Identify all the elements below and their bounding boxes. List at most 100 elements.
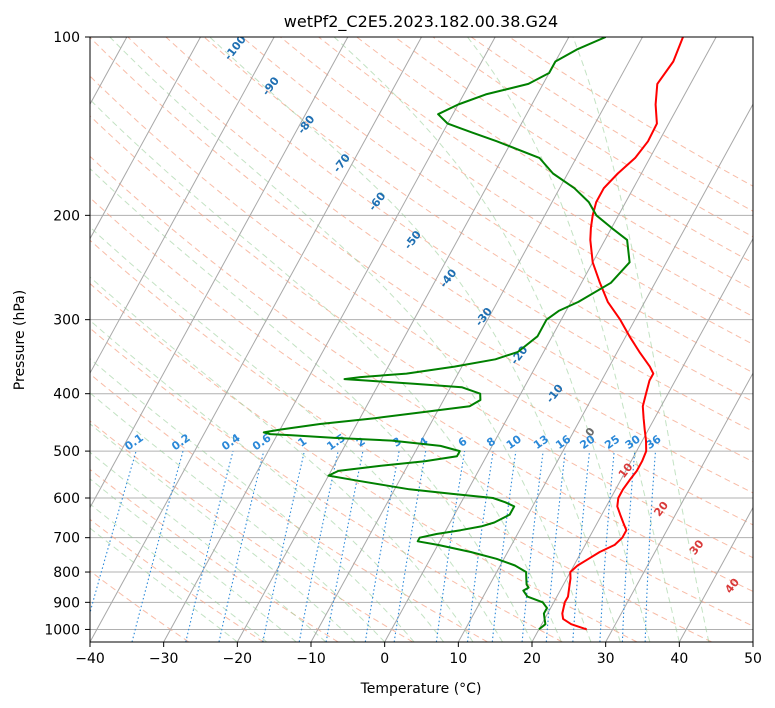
isotherm-label: -40 [437, 266, 460, 290]
mixing-ratio-line [90, 450, 137, 615]
y-tick-label: 100 [53, 30, 80, 46]
y-tick-label: 600 [53, 491, 80, 507]
dry-adiabat [203, 37, 753, 403]
dry-adiabat [90, 570, 190, 642]
mixing-ratio-line [466, 451, 494, 642]
plot-frame [89, 36, 754, 643]
dewpoint-profile-line [262, 37, 631, 631]
isotherm-line [90, 37, 422, 642]
x-tick-label: −10 [296, 651, 326, 667]
moist-adiabat [90, 276, 474, 642]
mixing-ratio-line [435, 451, 466, 642]
x-axis-title: Temperature (°C) [360, 681, 482, 697]
moist-adiabat [90, 358, 415, 642]
isotherm-label: -20 [508, 343, 531, 367]
x-tick-label: 50 [744, 651, 762, 667]
isotherm-line [752, 640, 753, 642]
isotherm-label: 40 [722, 576, 742, 596]
mixing-ratio-label: 0.2 [169, 431, 192, 453]
moist-adiabat [90, 392, 386, 642]
moist-adiabat [90, 478, 297, 642]
isotherms [90, 37, 753, 642]
moist-adiabat [333, 37, 651, 642]
isotherm-line [90, 37, 201, 240]
isotherm-line [457, 103, 753, 642]
isotherm-label: -70 [331, 151, 354, 175]
isotherm-label: -30 [473, 305, 496, 329]
dry-adiabat [90, 115, 753, 559]
dry-adiabat [241, 37, 753, 374]
moist-adiabat [209, 37, 621, 642]
mixing-ratio-label: 8 [484, 435, 498, 450]
mixing-ratio-line [572, 451, 591, 642]
isotherm-line [678, 506, 753, 642]
mixing-ratio-line [185, 450, 234, 642]
dry-adiabat [394, 37, 753, 264]
moist-adiabat [90, 527, 238, 642]
y-tick-label: 900 [53, 595, 80, 611]
moist-adiabat [572, 37, 710, 642]
moist-adiabat [109, 37, 592, 642]
isotherm-line [90, 37, 275, 375]
y-tick-label: 400 [53, 387, 80, 403]
temperature-profile-line [561, 37, 684, 631]
mixing-ratio-line [262, 450, 305, 642]
grid-lines [90, 37, 753, 630]
mixing-ratio-line [131, 450, 184, 642]
dry-adiabat [318, 37, 753, 318]
y-tick-label: 500 [53, 444, 80, 460]
y-tick-label: 800 [53, 565, 80, 581]
x-tick-label: −40 [75, 651, 105, 667]
isotherm-label: 30 [687, 537, 707, 557]
dry-adiabats [90, 37, 753, 642]
mixing-ratio-label: 0.4 [219, 431, 243, 453]
y-tick-label: 1000 [44, 622, 80, 638]
isotherm-line [605, 372, 753, 642]
x-tick-label: −30 [149, 651, 179, 667]
mixing-ratio-line [545, 451, 566, 642]
dry-adiabat [90, 75, 753, 526]
y-axis-title: Pressure (hPa) [12, 290, 28, 390]
moist-adiabat [90, 451, 327, 642]
mixing-ratio-label: 4 [417, 435, 431, 450]
isotherm-label: -10 [544, 382, 567, 406]
dry-adiabat [90, 518, 264, 642]
mixing-ratio-label: 30 [623, 432, 643, 452]
moist-adiabat [90, 226, 503, 642]
moist-adiabat [90, 423, 356, 642]
x-axis-ticks: −40 −30 −20 −10 0 10 20 30 40 50 [75, 642, 762, 667]
dry-adiabat [90, 420, 414, 642]
mixing-ratio-line [521, 451, 544, 642]
dry-adiabat [90, 327, 563, 642]
dry-adiabat [165, 37, 753, 432]
isotherm-line [310, 37, 643, 642]
moist-adiabat [467, 37, 680, 642]
x-tick-label: 20 [523, 651, 541, 667]
dry-adiabat [356, 37, 753, 290]
moist-adiabat [90, 98, 562, 642]
x-tick-label: −20 [223, 651, 253, 667]
moist-adiabat [90, 503, 268, 642]
dry-adiabat [90, 373, 488, 642]
isotherm-line [236, 37, 570, 642]
mixing-ratio-lines [90, 450, 657, 642]
isotherm-label: -90 [260, 74, 283, 98]
x-tick-label: 10 [449, 651, 467, 667]
mixing-ratio-line [491, 451, 517, 642]
dry-adiabat [90, 239, 712, 642]
chart-title: wetPf2_C2E5.2023.182.00.38.G24 [284, 12, 558, 32]
mixing-ratio-line [218, 450, 265, 642]
moist-adiabat [90, 167, 533, 642]
mixing-ratio-label: 10 [504, 432, 524, 452]
x-tick-label: 30 [597, 651, 615, 667]
y-tick-label: 300 [53, 313, 80, 329]
x-tick-label: 40 [670, 651, 688, 667]
dry-adiabat [90, 197, 753, 627]
x-tick-label: 0 [380, 651, 389, 667]
dry-adiabat [90, 282, 638, 642]
moist-adiabats [90, 37, 710, 642]
isotherm-label: -50 [402, 228, 425, 252]
mixing-ratio-label: 2 [354, 435, 368, 450]
mixing-ratio-label: 25 [602, 433, 622, 452]
